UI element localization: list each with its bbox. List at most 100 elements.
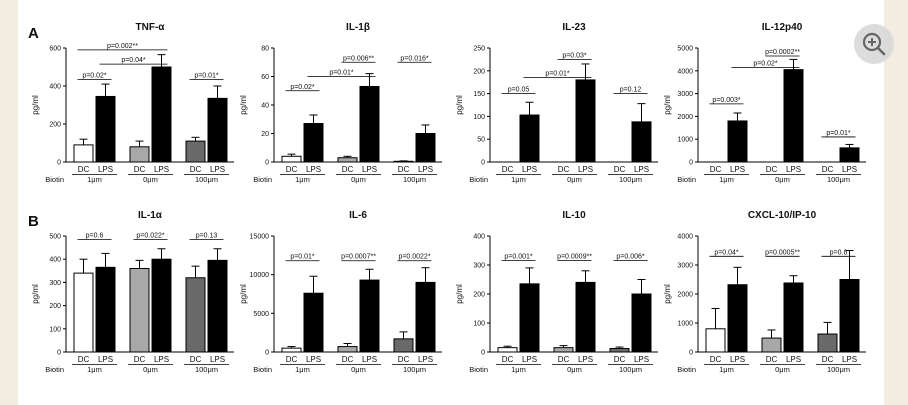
p-value-label: p=0.02*: [290, 84, 315, 91]
x-label-lps: LPS: [98, 355, 113, 364]
y-tick-label: 5000: [677, 46, 693, 53]
y-tick-label: 15000: [250, 234, 270, 241]
p-value-label: p=0.01*: [545, 71, 570, 78]
bar-lps: [303, 292, 324, 353]
x-label-lps: LPS: [362, 355, 377, 364]
bar-lps: [303, 123, 324, 163]
x-label-dc: DC: [286, 165, 298, 174]
group-label: 0μm: [567, 175, 582, 184]
p-value-label: p=0.006**: [343, 55, 374, 62]
bar-lps: [359, 279, 380, 353]
x-label-dc: DC: [134, 355, 146, 364]
x-label-lps: LPS: [306, 355, 321, 364]
bar-lps: [95, 266, 116, 353]
x-label-dc: DC: [614, 165, 626, 174]
group-label: 100μm: [403, 365, 426, 374]
biotin-label: Biotin: [253, 365, 272, 374]
y-tick-label: 4000: [677, 68, 693, 75]
bar-lps: [575, 281, 596, 353]
p-value-label: p=0.13: [196, 232, 218, 239]
y-tick-label: 200: [473, 292, 485, 299]
x-label-dc: DC: [134, 165, 146, 174]
y-tick-label: 5000: [253, 311, 269, 318]
x-label-lps: LPS: [154, 165, 169, 174]
x-label-dc: DC: [398, 355, 410, 364]
chart-title: IL-6: [349, 210, 367, 221]
chart-title: CXCL-10/IP-10: [748, 210, 817, 221]
bar-lps: [783, 282, 804, 353]
y-axis-label: pg/ml: [455, 95, 464, 115]
p-value-label: p=0.002**: [107, 43, 138, 50]
p-value-label: p=0.02*: [82, 72, 107, 79]
p-value-label: p=0.05: [508, 87, 530, 94]
y-tick-label: 2000: [677, 114, 693, 121]
group-label: 0μm: [351, 175, 366, 184]
y-tick-label: 3000: [677, 263, 693, 270]
p-value-label: p=0.022*: [136, 232, 164, 239]
bar-dc: [281, 347, 302, 353]
y-axis-label: pg/ml: [663, 284, 672, 304]
x-label-dc: DC: [342, 165, 354, 174]
x-label-lps: LPS: [98, 165, 113, 174]
y-tick-label: 40: [261, 103, 269, 110]
x-label-lps: LPS: [786, 355, 801, 364]
bar-dc: [817, 333, 838, 353]
y-tick-label: 60: [261, 74, 269, 81]
y-tick-label: 500: [49, 234, 61, 241]
zoom-button[interactable]: [854, 24, 894, 64]
x-label-dc: DC: [398, 165, 410, 174]
x-label-lps: LPS: [730, 165, 745, 174]
x-label-lps: LPS: [578, 355, 593, 364]
group-label: 0μm: [351, 365, 366, 374]
y-tick-label: 0: [689, 350, 693, 357]
x-label-dc: DC: [766, 165, 778, 174]
group-label: 1μm: [511, 365, 526, 374]
p-value-label: p=0.8: [830, 249, 848, 256]
group-label: 0μm: [775, 365, 790, 374]
x-label-lps: LPS: [522, 165, 537, 174]
bar-dc: [185, 140, 206, 163]
x-label-dc: DC: [78, 165, 90, 174]
x-label-lps: LPS: [418, 355, 433, 364]
x-label-lps: LPS: [578, 165, 593, 174]
panel-label-a: A: [28, 25, 39, 42]
chart-title: IL-12p40: [762, 22, 803, 33]
x-label-lps: LPS: [842, 165, 857, 174]
x-label-dc: DC: [78, 355, 90, 364]
y-tick-label: 300: [49, 280, 61, 287]
x-label-lps: LPS: [306, 165, 321, 174]
bar-dc: [337, 157, 358, 163]
y-axis-label: pg/ml: [663, 95, 672, 115]
y-tick-label: 100: [473, 114, 485, 121]
bar-dc: [185, 277, 206, 353]
bar-dc: [705, 328, 726, 353]
y-tick-label: 400: [49, 257, 61, 264]
p-value-label: p=0.016*: [400, 55, 428, 62]
group-label: 100μm: [619, 365, 642, 374]
p-value-label: p=0.02*: [753, 60, 778, 67]
y-tick-label: 400: [473, 234, 485, 241]
x-label-lps: LPS: [210, 355, 225, 364]
x-label-dc: DC: [822, 165, 834, 174]
x-label-dc: DC: [342, 355, 354, 364]
p-value-label: p=0.0009**: [557, 254, 592, 261]
group-label: 100μm: [403, 175, 426, 184]
y-tick-label: 0: [689, 160, 693, 167]
biotin-label: Biotin: [677, 365, 696, 374]
y-tick-label: 150: [473, 91, 485, 98]
chart-8: CXCL-10/IP-10 0 1000 2000 3000 4000 pg/ml DC LPS…: [663, 210, 866, 374]
bar-lps: [839, 147, 860, 163]
group-label: 1μm: [87, 175, 102, 184]
group-label: 1μm: [719, 175, 734, 184]
group-label: 100μm: [619, 175, 642, 184]
y-tick-label: 300: [473, 263, 485, 270]
x-label-dc: DC: [614, 355, 626, 364]
y-tick-label: 0: [265, 160, 269, 167]
group-label: 0μm: [775, 175, 790, 184]
